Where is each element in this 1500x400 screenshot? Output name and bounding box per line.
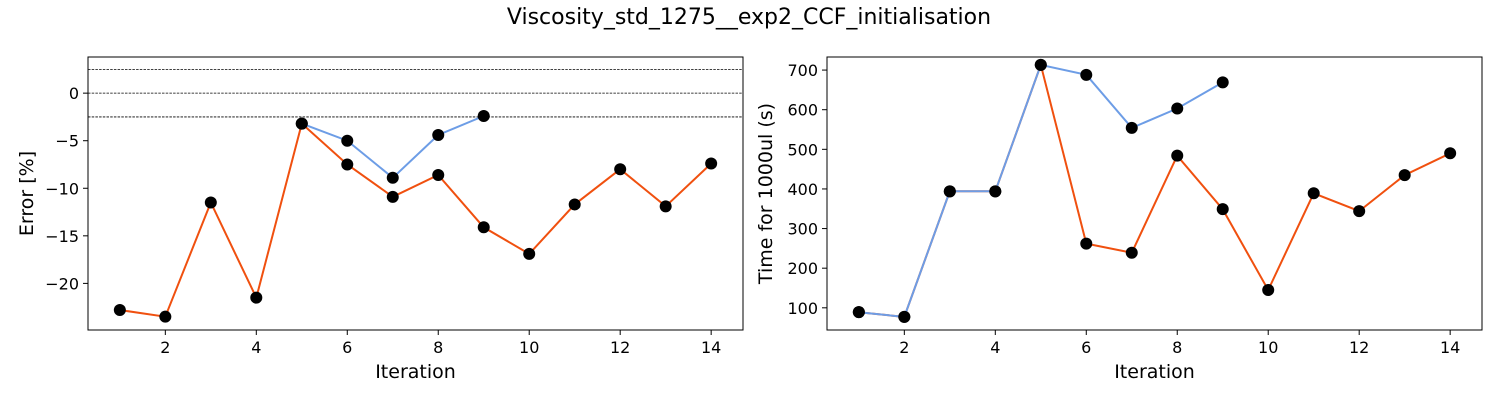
y-tick-label: −10 <box>45 179 79 198</box>
error-subplot: 2 4 6 8 10 12 14 −20 −15 −10 −5 0 Iteration Error [%] <box>16 56 744 383</box>
data-point <box>1034 58 1047 71</box>
data-point <box>1171 149 1184 162</box>
data-point <box>386 190 399 203</box>
data-point <box>1125 121 1138 134</box>
x-tick-label: 8 <box>433 338 443 357</box>
y-tick-label: 100 <box>787 299 818 318</box>
data-point <box>1398 169 1411 182</box>
data-point <box>1171 102 1184 115</box>
data-point <box>113 304 126 317</box>
data-point <box>386 171 399 184</box>
data-point <box>1262 283 1275 296</box>
data-point <box>295 117 308 130</box>
data-point <box>1444 147 1457 160</box>
x-axis-label: Iteration <box>375 361 456 383</box>
series-line <box>119 121 712 318</box>
y-tick-label: 600 <box>787 101 818 120</box>
x-tick-label: 12 <box>1349 338 1369 357</box>
y-tick-label: 300 <box>787 220 818 239</box>
data-point <box>159 310 172 323</box>
axes-frame <box>826 56 1483 331</box>
x-tick-label: 2 <box>160 338 170 357</box>
x-tick-label: 14 <box>1440 338 1460 357</box>
data-point <box>568 198 581 211</box>
y-tick-label: −15 <box>45 227 79 246</box>
x-tick-label: 4 <box>990 338 1000 357</box>
data-point <box>852 306 865 319</box>
x-tick-label: 10 <box>1258 338 1278 357</box>
data-point <box>432 168 445 181</box>
axes-frame <box>87 56 744 331</box>
data-point <box>1216 76 1229 89</box>
data-point <box>1353 205 1366 218</box>
y-axis-label: Time for 1000ul (s) <box>755 103 777 285</box>
data-point <box>989 185 1002 198</box>
data-point <box>1080 68 1093 81</box>
data-point <box>523 247 536 260</box>
x-tick-label: 10 <box>519 338 539 357</box>
data-point <box>614 163 627 176</box>
y-tick-label: 700 <box>787 61 818 80</box>
data-point <box>341 134 354 147</box>
data-point <box>1080 237 1093 250</box>
data-point <box>659 200 672 213</box>
y-tick-label: 200 <box>787 259 818 278</box>
x-tick-label: 8 <box>1172 338 1182 357</box>
y-tick-label: 400 <box>787 180 818 199</box>
data-point <box>432 129 445 141</box>
data-point <box>1125 246 1138 259</box>
data-point <box>204 196 217 209</box>
x-tick-label: 2 <box>899 338 909 357</box>
y-axis-label: Error [%] <box>16 151 38 236</box>
x-tick-label: 12 <box>610 338 630 357</box>
data-point <box>943 185 956 198</box>
x-tick-label: 14 <box>701 338 721 357</box>
x-tick-label: 6 <box>342 338 352 357</box>
x-tick-label: 6 <box>1081 338 1091 357</box>
data-point <box>250 291 263 304</box>
y-tick-label: −20 <box>45 274 79 293</box>
series-line <box>858 63 1224 318</box>
y-tick-label: 0 <box>69 84 79 103</box>
y-tick-label: 500 <box>787 140 818 159</box>
x-tick-label: 4 <box>251 338 261 357</box>
data-point <box>898 310 911 323</box>
data-point <box>477 109 490 122</box>
data-point <box>477 221 490 234</box>
y-tick-label: −5 <box>55 132 79 151</box>
data-point <box>1216 203 1229 216</box>
figure-suptitle: Viscosity_std_1275__exp2_CCF_initialisat… <box>507 5 991 30</box>
data-point <box>341 158 354 171</box>
time-subplot: 2 4 6 8 10 12 14 100 200 300 400 500 600 700 Iteration… <box>755 56 1483 383</box>
x-axis-label: Iteration <box>1114 361 1195 383</box>
data-point <box>705 157 718 170</box>
data-point <box>1307 187 1320 200</box>
